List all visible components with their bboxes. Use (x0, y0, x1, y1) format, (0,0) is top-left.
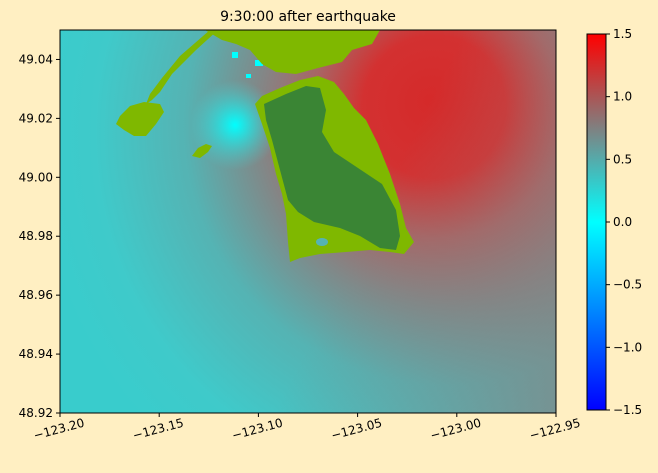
x-tick-label: −123.10 (230, 416, 284, 443)
inland-pond (316, 238, 328, 246)
y-tick-label: 48.98 (19, 229, 53, 243)
x-tick-label: −123.15 (131, 416, 185, 443)
colorbar-tick-label: 1.0 (613, 90, 632, 104)
x-tick-label: −123.05 (330, 416, 384, 443)
north-shore-land (205, 30, 380, 74)
colorbar-tick-label: −0.5 (613, 278, 642, 292)
y-tick-label: 48.96 (19, 288, 53, 302)
plot-frame (59, 29, 557, 414)
peninsula-upland (264, 86, 400, 250)
x-axis: −123.20 −123.15 −123.10 −123.05 −123.00 −122.… (32, 413, 582, 443)
spit-land (146, 30, 218, 104)
y-tick-label: 49.02 (19, 111, 53, 125)
colorbar-tick-label: 1.5 (613, 27, 632, 41)
x-tick-label: −123.00 (429, 416, 483, 443)
y-tick-label: 49.00 (19, 170, 53, 184)
colorbar-tick-label: −1.0 (613, 340, 642, 354)
small-island (192, 144, 212, 158)
colorbar-ticks: −1.5 −1.0 −0.5 0.0 0.5 1.0 1.5 (606, 27, 642, 417)
x-tick-label: −122.95 (528, 416, 582, 443)
y-tick-label: 48.92 (19, 406, 53, 420)
y-tick-label: 48.94 (19, 347, 53, 361)
y-axis: 48.92 48.94 48.96 48.98 49.00 49.02 49.04 (19, 52, 60, 420)
colorbar-tick-label: 0.5 (613, 152, 632, 166)
colorbar-tick-label: 0.0 (613, 215, 632, 229)
colorbar-tick-label: −1.5 (613, 403, 642, 417)
spit-island (116, 102, 164, 136)
colorbar (586, 33, 607, 411)
y-tick-label: 49.04 (19, 52, 53, 66)
plot-area (60, 30, 556, 413)
chart-title: 9:30:00 after earthquake (220, 9, 396, 25)
